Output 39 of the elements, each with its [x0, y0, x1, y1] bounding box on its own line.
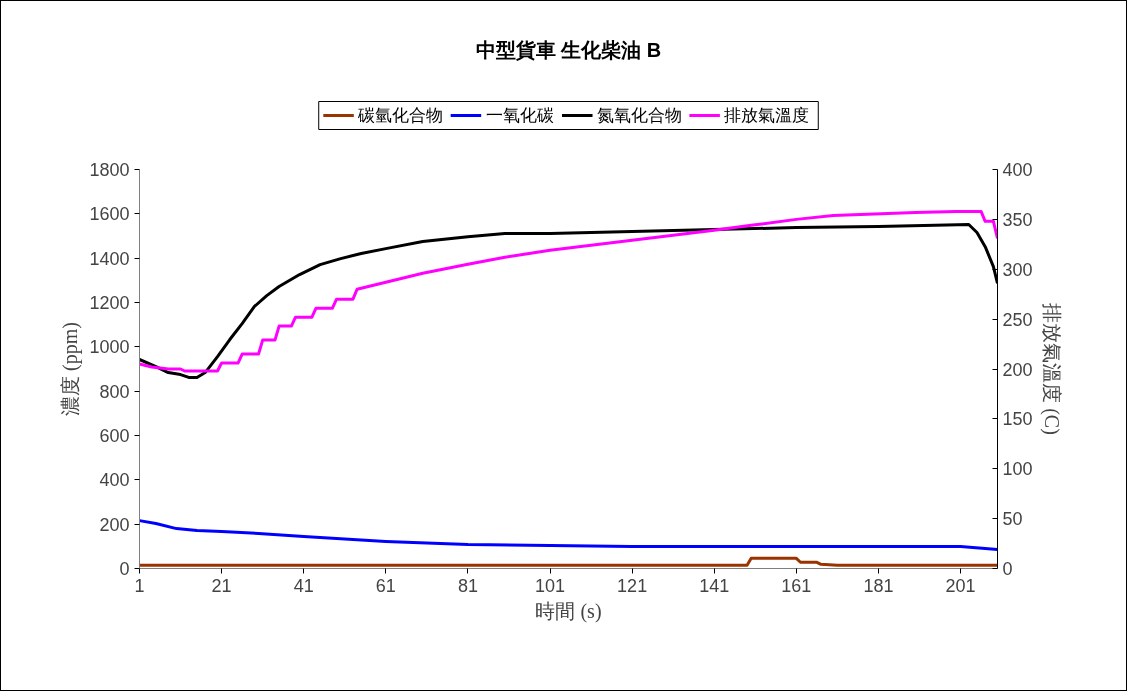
- x-tick-label: 161: [781, 575, 812, 596]
- x-tick-label: 41: [293, 575, 314, 596]
- y2-tick-label: 250: [1002, 309, 1033, 330]
- x-tick-label: 21: [211, 575, 232, 596]
- chart-title: 中型貨車 生化柴油 B: [475, 38, 662, 62]
- y-tick-label: 1200: [89, 293, 130, 313]
- y-tick-label: 1800: [89, 160, 130, 180]
- x-tick-label: 81: [457, 575, 478, 596]
- legend-label: 碳氫化合物: [357, 106, 444, 125]
- y2-tick-label: 300: [1002, 259, 1033, 280]
- y-tick-label: 1000: [89, 337, 130, 358]
- y2-axis-title: 排放氣溫度 (C): [1039, 303, 1063, 435]
- y2-tick-label: 100: [1002, 459, 1033, 480]
- y2-tick-label: 0: [1002, 559, 1013, 579]
- x-axis-title: 時間 (s): [535, 599, 602, 623]
- x-tick-label: 141: [699, 575, 730, 596]
- y2-tick-label: 50: [1002, 509, 1023, 530]
- x-tick-label: 61: [375, 575, 396, 596]
- y2-tick-label: 200: [1002, 359, 1033, 380]
- y-tick-label: 200: [99, 514, 130, 535]
- y-tick-label: 800: [99, 381, 130, 402]
- x-tick-label: 181: [863, 575, 894, 596]
- y-tick-label: 1400: [89, 248, 130, 269]
- y2-tick-label: 400: [1002, 160, 1033, 180]
- y-tick-label: 600: [99, 426, 130, 446]
- line-series: [139, 519, 998, 551]
- y2-tick-label: 350: [1002, 209, 1033, 230]
- x-tick-label: 1: [134, 575, 145, 596]
- x-tick-label: 101: [535, 575, 566, 596]
- y-axis-title: 濃度 (ppm): [59, 322, 83, 416]
- legend-label: 氮氧化合物: [597, 106, 683, 125]
- y-tick-label: 1600: [89, 204, 130, 225]
- y-tick-label: 400: [99, 470, 130, 491]
- x-tick-label: 201: [945, 575, 976, 596]
- y-tick-label: 0: [119, 559, 130, 579]
- x-tick-label: 121: [617, 575, 648, 596]
- legend-label: 一氧化碳: [485, 106, 554, 125]
- legend-label: 排放氣溫度: [724, 106, 810, 125]
- y2-tick-label: 150: [1002, 409, 1033, 430]
